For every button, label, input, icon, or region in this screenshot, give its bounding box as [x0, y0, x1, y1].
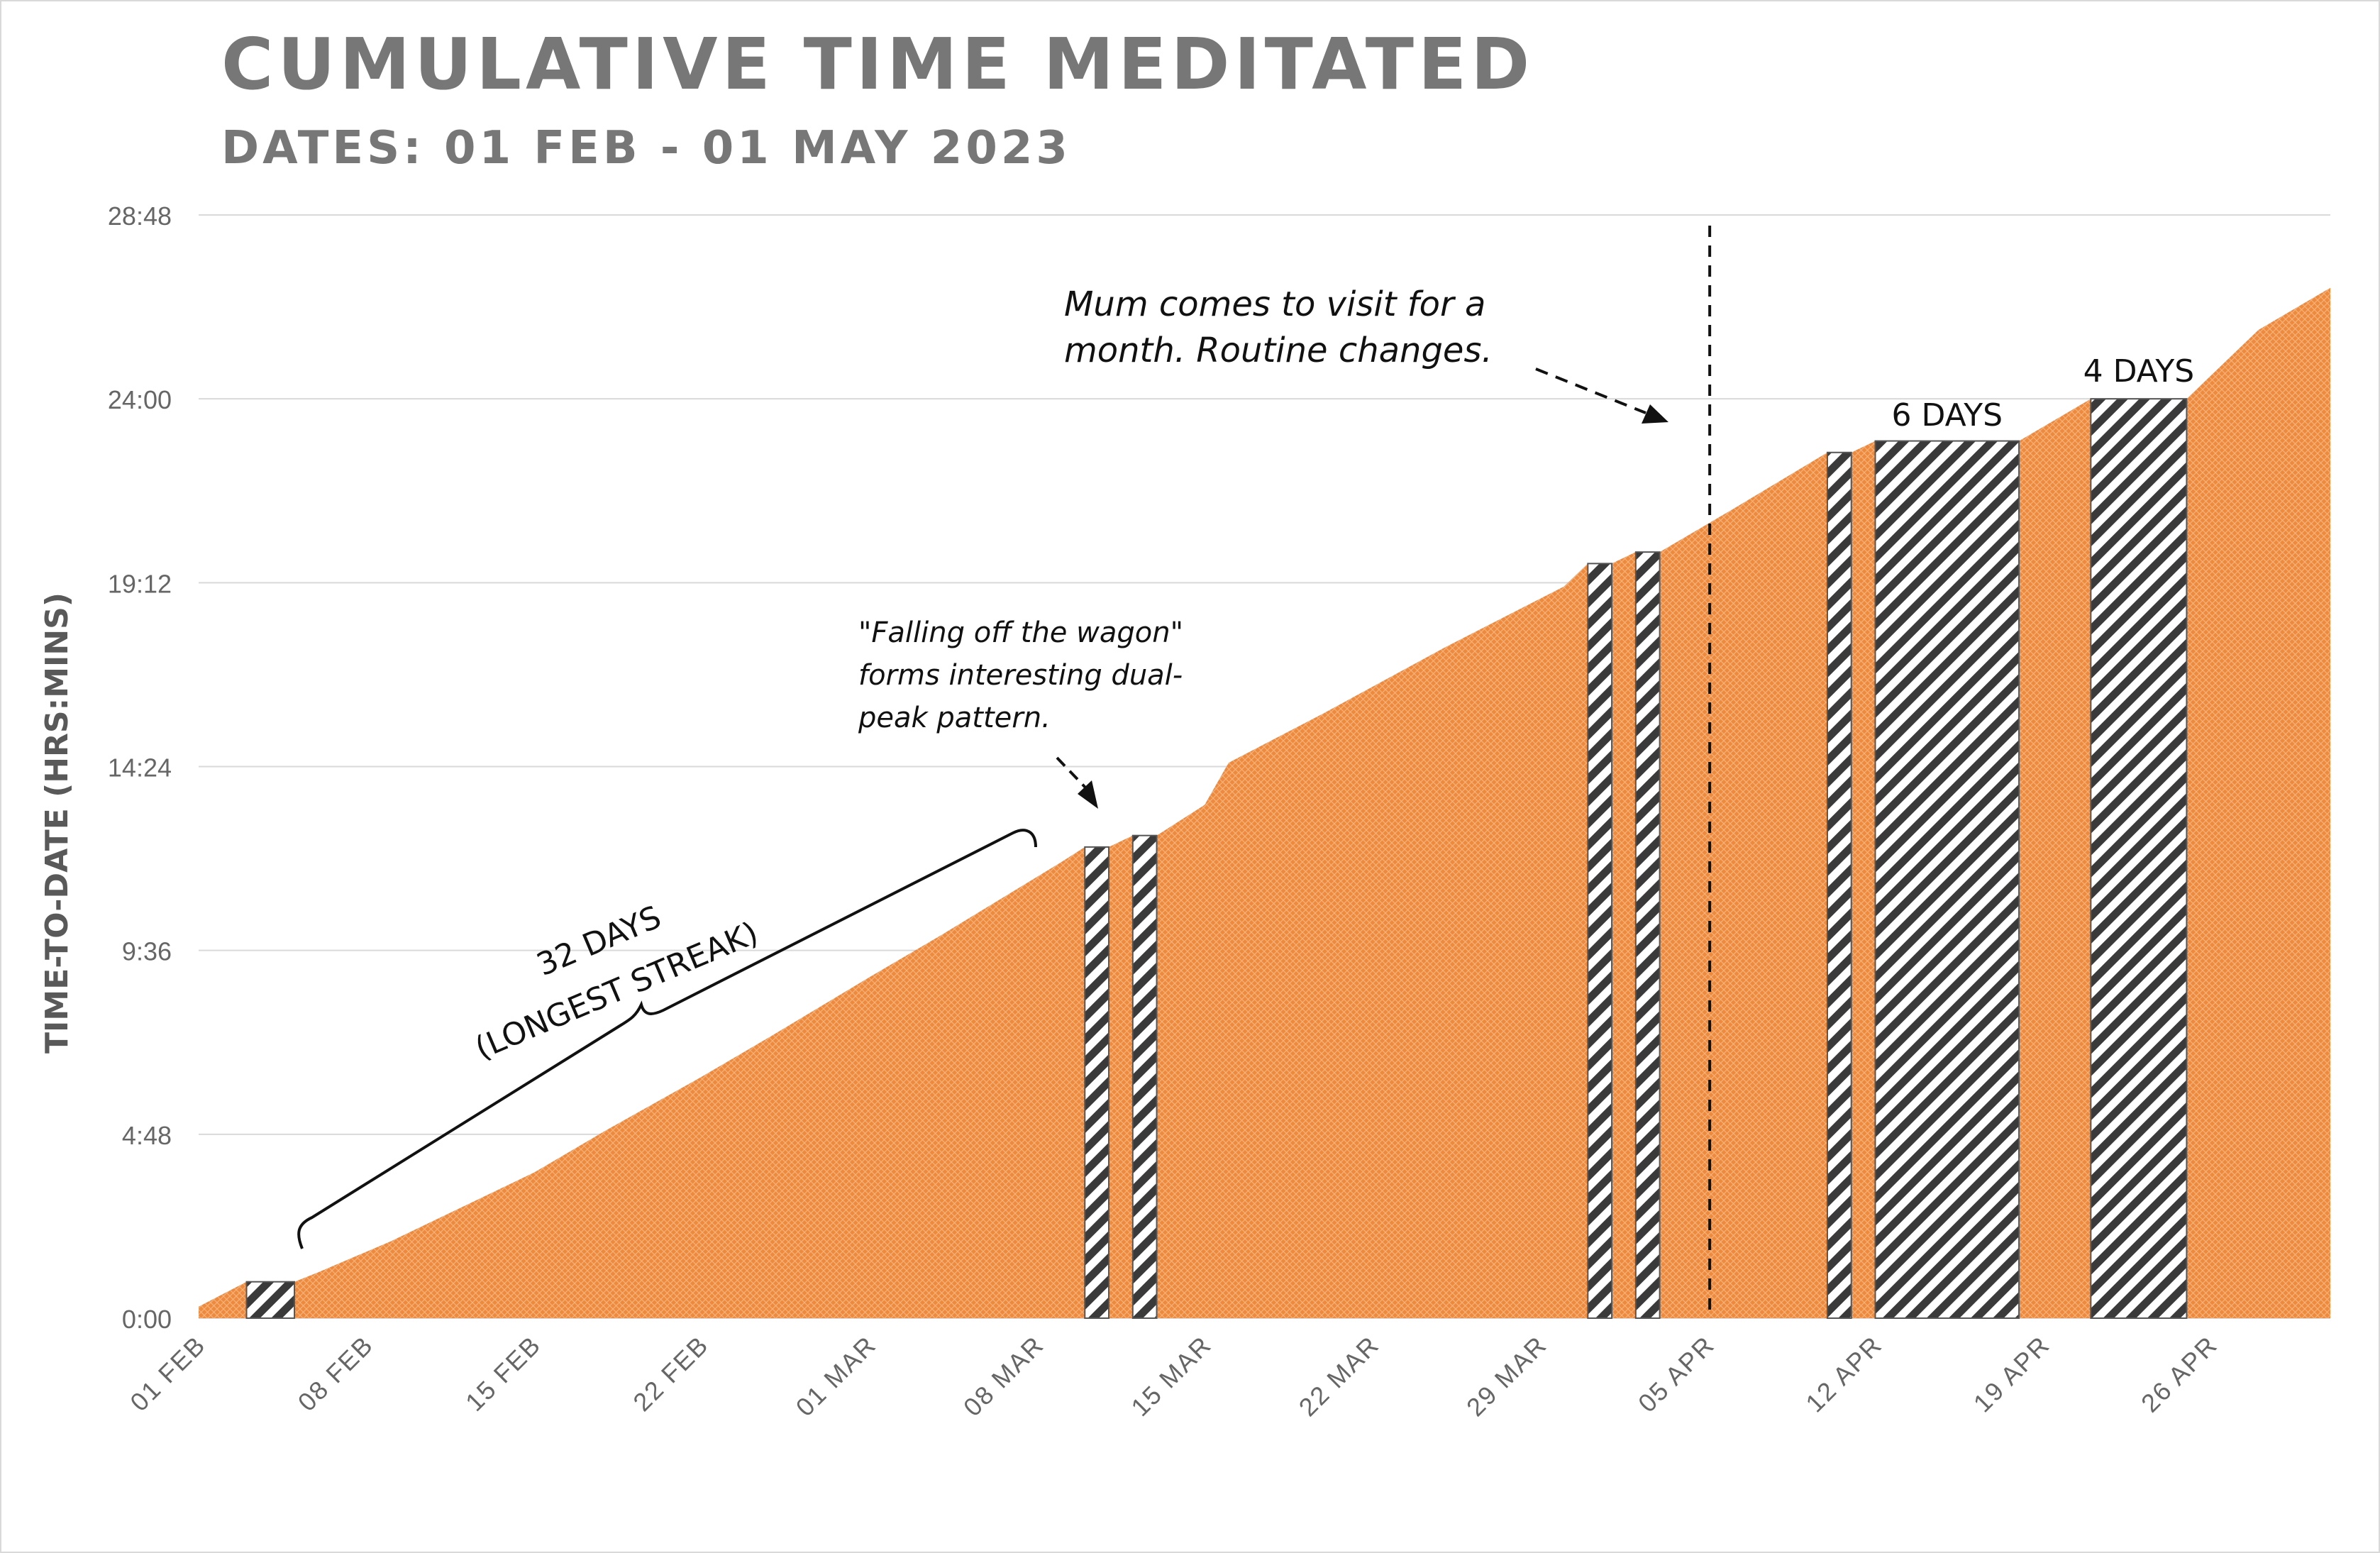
missed-day-bar: [1874, 440, 2020, 1319]
y-tick-label: 24:00: [108, 385, 172, 414]
mum-arrow: [1535, 367, 1646, 414]
x-tick-label: 19 APR: [1968, 1330, 2056, 1418]
cumulative-area: [199, 287, 2330, 1319]
y-tick-labels: 0:00 4:48 9:36 14:24 19:12 24:00 28:48: [108, 201, 172, 1334]
missed-day-bar: [1587, 563, 1613, 1319]
x-tick-labels: 01 FEB 08 FEB 15 FEB 22 FEB 01 MAR 08 MAR 15 M…: [124, 1330, 2223, 1422]
missed-day-bar: [1634, 551, 1661, 1319]
x-tick-label: 22 MAR: [1293, 1330, 1385, 1422]
y-tick-label: 19:12: [108, 569, 172, 598]
y-tick-label: 9:36: [122, 937, 172, 966]
missed-day-bar: [2090, 398, 2188, 1320]
y-axis-label: TIME-TO-DATE (HRS:MINS): [39, 592, 75, 1054]
wagon-arrowhead: [1078, 780, 1098, 809]
missed-day-layer: [245, 398, 2188, 1320]
y-tick-label: 4:48: [122, 1121, 172, 1150]
mum-label-line1: Mum comes to visit for a: [1064, 284, 1485, 324]
missed-day-bar: [245, 1281, 296, 1319]
x-tick-label: 08 FEB: [292, 1330, 379, 1417]
missed-day-bar: [1826, 451, 1852, 1319]
wagon-label-line2: forms interesting dual-: [858, 659, 1183, 692]
x-tick-label: 15 FEB: [460, 1330, 546, 1417]
x-tick-label: 01 MAR: [790, 1330, 882, 1422]
streak-brace: [297, 829, 1037, 1249]
wagon-arrow: [1056, 756, 1087, 789]
x-tick-label: 26 APR: [2135, 1330, 2223, 1418]
wagon-label-line1: "Falling off the wagon": [858, 617, 1183, 649]
wagon-annotation: "Falling off the wagon" forms interestin…: [858, 617, 1183, 809]
x-tick-label: 29 MAR: [1461, 1330, 1552, 1422]
x-tick-label: 05 APR: [1632, 1330, 1720, 1418]
x-tick-label: 15 MAR: [1125, 1330, 1217, 1422]
y-tick-label: 28:48: [108, 201, 172, 231]
gap-6-days-label: 6 DAYS: [1891, 397, 2003, 433]
x-tick-label: 08 MAR: [958, 1330, 1049, 1422]
y-tick-label: 14:24: [108, 753, 172, 783]
x-tick-label: 01 FEB: [124, 1330, 211, 1417]
missed-day-bar: [1084, 846, 1110, 1319]
gap-4-days-label: 4 DAYS: [2083, 353, 2195, 389]
area-layer: [199, 287, 2330, 1319]
missed-day-bar: [1131, 834, 1158, 1319]
mum-annotation: Mum comes to visit for a month. Routine …: [1064, 284, 1668, 424]
x-tick-label: 12 APR: [1800, 1330, 1888, 1418]
chart-title: CUMULATIVE TIME MEDITATED: [221, 23, 1534, 106]
x-tick-label: 22 FEB: [627, 1330, 714, 1417]
mum-arrowhead: [1642, 404, 1668, 424]
chart-subtitle: DATES: 01 FEB - 01 MAY 2023: [221, 122, 1071, 175]
wagon-label-line3: peak pattern.: [858, 702, 1051, 734]
mum-label-line2: month. Routine changes.: [1064, 331, 1493, 370]
y-tick-label: 0:00: [122, 1305, 172, 1334]
